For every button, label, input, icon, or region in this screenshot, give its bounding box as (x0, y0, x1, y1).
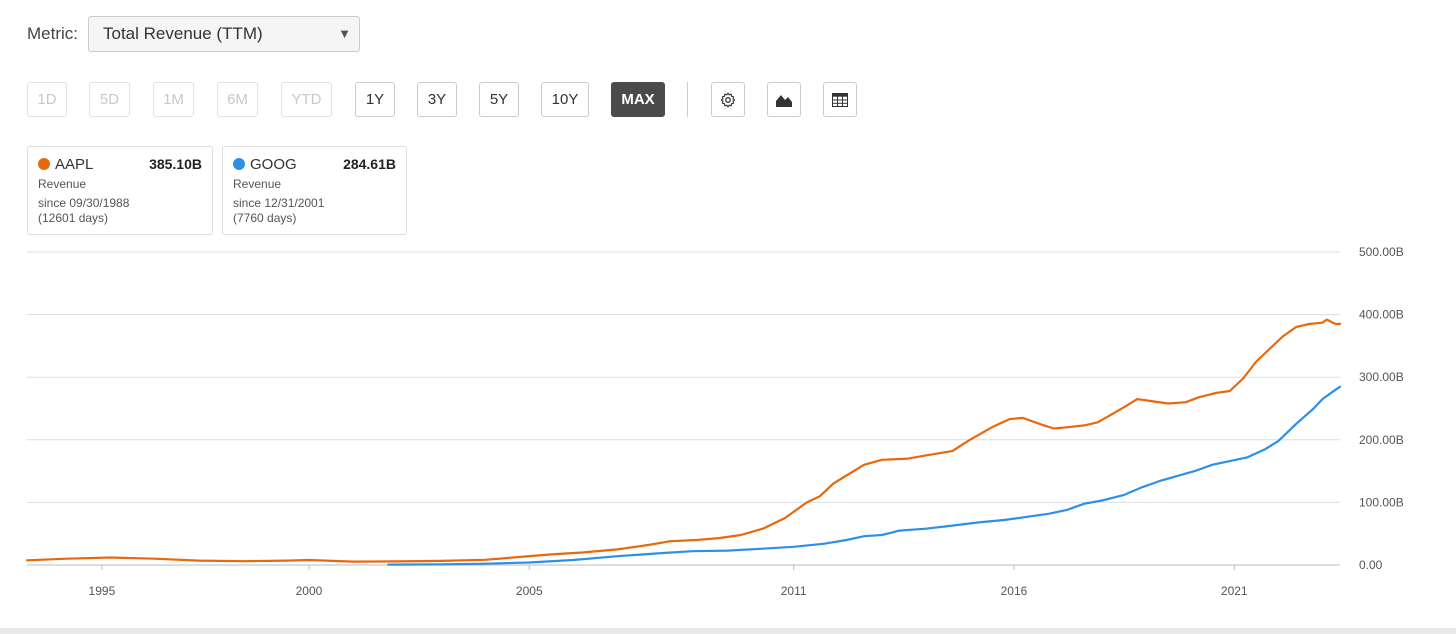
range-label: 1D (37, 91, 57, 108)
table-view-button[interactable] (823, 82, 857, 117)
table-icon (832, 92, 848, 107)
x-tick-label: 2000 (296, 584, 323, 598)
range-button-ytd[interactable]: YTD (281, 82, 332, 117)
range-button-6m[interactable]: 6M (217, 82, 258, 117)
toolbar-divider (687, 82, 688, 117)
series-line-goog (387, 385, 1342, 566)
chart-type-icon (776, 94, 792, 107)
range-button-1d[interactable]: 1D (27, 82, 67, 117)
range-label: 3Y (427, 91, 447, 108)
range-label: 10Y (551, 91, 579, 108)
range-label: 1M (163, 91, 184, 108)
chevron-down-icon: ▼ (338, 26, 351, 41)
x-tick-label: 2021 (1221, 584, 1248, 598)
series-line-aapl (25, 318, 1342, 563)
range-label: MAX (621, 91, 655, 108)
chart-type-button[interactable] (767, 82, 801, 117)
y-tick-label: 200.00B (1359, 433, 1404, 447)
x-tick-label: 2011 (781, 584, 807, 598)
legend-metric: Revenue (38, 177, 87, 191)
range-label: 6M (227, 91, 248, 108)
range-button-3y[interactable]: 3Y (417, 82, 457, 117)
legend-ticker: GOOG (250, 155, 297, 173)
metric-select[interactable]: Total Revenue (TTM) ▼ (88, 16, 360, 52)
legend-card-aapl[interactable]: AAPL 385.10B Revenue since 09/30/1988 (1… (27, 146, 213, 235)
settings-button[interactable] (711, 82, 745, 117)
revenue-line-chart[interactable]: 0.00 100.00B 200.00B 300.00B 400.00B 500.00B 1… (0, 240, 1456, 620)
range-label: 5D (99, 91, 120, 108)
gear-icon (720, 92, 736, 107)
legend-metric: Revenue (233, 177, 282, 191)
legend-days: (7760 days) (233, 211, 297, 225)
range-button-5d[interactable]: 5D (89, 82, 130, 117)
legend-ticker: AAPL (55, 155, 94, 173)
y-tick-label: 500.00B (1359, 245, 1404, 259)
range-button-5y[interactable]: 5Y (479, 82, 519, 117)
legend-value: 385.10B (149, 156, 202, 172)
legend-card-goog[interactable]: GOOG 284.61B Revenue since 12/31/2001 (7… (222, 146, 407, 235)
x-tick-label: 2016 (1001, 584, 1028, 598)
range-button-1m[interactable]: 1M (153, 82, 194, 117)
range-button-max[interactable]: MAX (611, 82, 665, 117)
metric-row: Metric: Total Revenue (TTM) ▼ (27, 16, 360, 52)
range-label: 5Y (489, 91, 509, 108)
x-tick-label: 1995 (89, 584, 116, 598)
y-tick-label: 0.00 (1359, 558, 1383, 572)
legend-since: since 09/30/1988 (38, 196, 130, 210)
metric-label: Metric: (27, 24, 78, 43)
legend-since: since 12/31/2001 (233, 196, 325, 210)
range-label: 1Y (365, 91, 385, 108)
range-button-10y[interactable]: 10Y (541, 82, 589, 117)
legend-days: (12601 days) (38, 211, 109, 225)
range-button-1y[interactable]: 1Y (355, 82, 395, 117)
y-tick-label: 400.00B (1359, 308, 1404, 322)
legend-value: 284.61B (343, 156, 396, 172)
metric-select-value: Total Revenue (TTM) (103, 24, 263, 43)
range-label: YTD (291, 91, 322, 108)
y-tick-label: 100.00B (1359, 495, 1404, 509)
series-color-dot (233, 158, 245, 170)
bottom-scrollbar (0, 628, 1456, 634)
y-tick-label: 300.00B (1359, 370, 1404, 384)
x-tick-label: 2005 (516, 584, 543, 598)
series-color-dot (38, 158, 50, 170)
